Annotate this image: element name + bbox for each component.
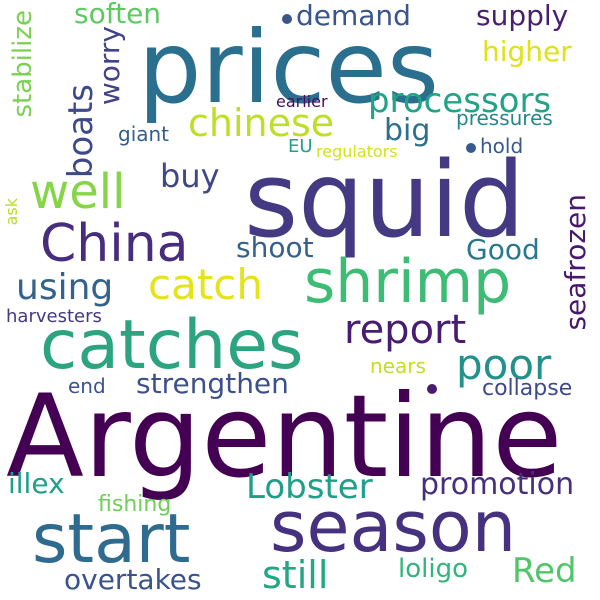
word-nears: nears (370, 354, 426, 378)
word-season: season (270, 486, 517, 568)
word-ask: ask (2, 198, 21, 226)
dot-right (466, 143, 476, 153)
word-still: still (262, 553, 329, 597)
word-catch: catch (148, 260, 264, 309)
word-china: China (40, 214, 189, 274)
word-shoot: shoot (236, 231, 314, 264)
word-red: Red (512, 551, 577, 591)
word-demand: demand (296, 0, 411, 32)
word-pressures: pressures (456, 106, 553, 130)
word-loligo: loligo (398, 554, 468, 584)
word-hold: hold (480, 134, 524, 158)
word-promotion: promotion (420, 467, 575, 502)
word-processors: processors (368, 81, 552, 121)
word-big: big (384, 113, 431, 148)
word-giant: giant (118, 122, 170, 146)
word-seafrozen: seafrozen (559, 194, 592, 331)
word-fishing: fishing (98, 492, 172, 517)
word-chinese: chinese (188, 101, 335, 145)
dot-top (282, 14, 292, 24)
word-stabilize: stabilize (8, 10, 38, 118)
word-harvesters: harvesters (6, 306, 102, 327)
word-buy: buy (160, 157, 220, 195)
word-end: end (68, 374, 106, 398)
word-well: well (30, 164, 126, 220)
word-poor: poor (456, 340, 552, 389)
word-using: using (16, 267, 114, 308)
word-prices: prices (138, 9, 439, 126)
word-catches: catches (40, 306, 304, 385)
word-supply: supply (476, 0, 569, 32)
word-regulators: regulators (316, 142, 398, 161)
word-squid: squid (244, 139, 526, 261)
word-lobster: Lobster (246, 467, 373, 507)
word-collapse: collapse (482, 376, 573, 401)
word-report: report (344, 307, 467, 353)
word-worry: worry (93, 26, 126, 106)
word-earlier: earlier (276, 92, 328, 111)
word-argentine: Argentine (6, 370, 563, 503)
dot-middle (427, 384, 437, 394)
word-good: Good (466, 233, 540, 266)
word-higher: higher (482, 35, 572, 68)
word-start: start (32, 500, 191, 579)
word-soften: soften (74, 0, 162, 30)
word-shrimp: shrimp (304, 247, 512, 317)
word-strengthen: strengthen (136, 367, 289, 400)
word-illex: illex (8, 467, 65, 500)
word-eu: EU (288, 136, 313, 157)
word-overtakes: overtakes (64, 563, 202, 596)
